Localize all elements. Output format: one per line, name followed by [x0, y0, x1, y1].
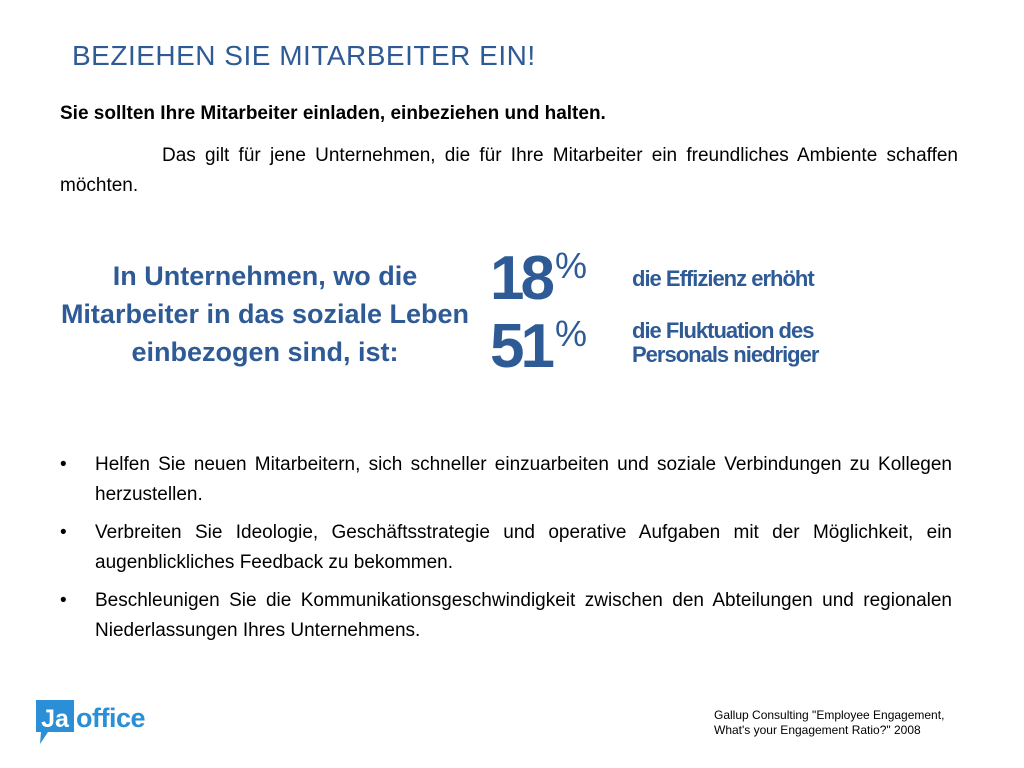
- stat-unit: %: [554, 245, 587, 286]
- bullet-text: Beschleunigen Sie die Kommunikationsgesc…: [95, 590, 952, 641]
- logo-word-text: office: [76, 703, 145, 733]
- speech-bubble-icon: [36, 700, 74, 744]
- bullet-icon: •: [60, 522, 67, 543]
- stat-value-fluctuation: 51%: [490, 316, 587, 378]
- list-item: • Beschleunigen Sie die Kommunikationsges…: [60, 586, 952, 646]
- bullet-text: Helfen Sie neuen Mitarbeitern, sich schn…: [95, 454, 952, 505]
- stat-number: 51: [490, 312, 555, 381]
- list-item: • Verbreiten Sie Ideologie, Geschäftsstra…: [60, 518, 952, 578]
- source-citation: Gallup Consulting "Employee Engagement, …: [714, 708, 944, 738]
- intro-paragraph: Das gilt für jene Unternehmen, die für I…: [60, 141, 958, 201]
- source-line: What's your Engagement Ratio?" 2008: [714, 723, 921, 737]
- list-item: • Helfen Sie neuen Mitarbeitern, sich sch…: [60, 450, 952, 510]
- stat-value-efficiency: 18%: [490, 248, 587, 310]
- stat-label-efficiency: die Effizienz erhöht: [632, 266, 815, 291]
- source-line: Gallup Consulting "Employee Engagement,: [714, 708, 945, 722]
- logo-badge-text: Ja: [41, 705, 70, 733]
- bullet-list: • Helfen Sie neuen Mitarbeitern, sich sch…: [60, 450, 952, 654]
- jaoffice-logo: Ja office: [36, 700, 146, 744]
- stats-lead-text: In Unternehmen, wo die Mitarbeiter in da…: [60, 261, 470, 367]
- subtitle: Sie sollten Ihre Mitarbeiter einladen, e…: [60, 103, 606, 124]
- bullet-icon: •: [60, 590, 67, 611]
- page-title: BEZIEHEN SIE MITARBEITER EIN!: [72, 40, 536, 71]
- bullet-text: Verbreiten Sie Ideologie, Geschäftsstrat…: [95, 522, 952, 573]
- stat-unit: %: [554, 313, 587, 354]
- stat-number: 18: [490, 244, 555, 313]
- bullet-icon: •: [60, 454, 67, 475]
- stat-label-fluctuation: die Fluktuation des Personals niedriger: [632, 318, 819, 367]
- intro-text: Das gilt für jene Unternehmen, die für I…: [60, 145, 958, 196]
- stat-label-line: Personals niedriger: [632, 342, 819, 367]
- stat-label-line: die Fluktuation des: [632, 318, 814, 343]
